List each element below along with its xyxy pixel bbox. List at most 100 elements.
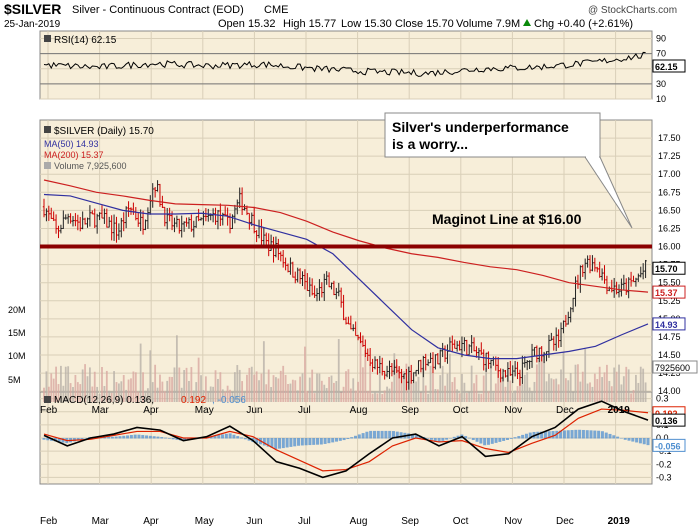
macd-histogram-bar xyxy=(319,438,323,445)
macd-histogram-bar xyxy=(297,438,301,446)
volume-bar xyxy=(374,391,376,402)
macd-legend: MACD(12,26,9) 0.136, xyxy=(54,395,154,406)
volume-bar xyxy=(345,371,347,402)
macd-histogram-bar xyxy=(399,432,403,439)
volume-bar xyxy=(185,367,188,402)
volume-bar xyxy=(84,364,86,402)
volume-bar xyxy=(526,372,529,402)
price-tick-label: 16.50 xyxy=(658,205,681,215)
low-value: Low 15.30 xyxy=(341,18,392,30)
month-label-price: May xyxy=(195,405,214,416)
month-label-price: 2019 xyxy=(608,405,631,416)
macd-histogram-bar xyxy=(323,438,327,444)
macd-histogram-bar xyxy=(361,433,365,439)
volume-bar xyxy=(465,393,468,402)
price-tick-label: 16.75 xyxy=(658,187,681,197)
grid-lines xyxy=(40,31,652,484)
volume-bar xyxy=(282,365,285,402)
volume-bar xyxy=(342,386,345,402)
volume-bar xyxy=(487,391,490,402)
macd-histogram-bar xyxy=(426,438,430,439)
volume-tag-box xyxy=(652,360,698,374)
volume-bar xyxy=(555,378,558,402)
volume-bar xyxy=(333,382,335,402)
volume-bar xyxy=(427,393,430,402)
volume-bar xyxy=(550,378,553,402)
volume-bar xyxy=(115,382,118,402)
volume-bar xyxy=(424,385,427,402)
volume-bar xyxy=(622,376,625,402)
macd-histogram-bar xyxy=(346,438,350,440)
volume-bar xyxy=(171,376,173,402)
volume-bar xyxy=(161,381,164,402)
volume-bar xyxy=(76,382,79,402)
volume-bar xyxy=(125,389,128,402)
month-label-macd: Aug xyxy=(350,516,368,527)
price-legend: $SILVER (Daily) 15.70 xyxy=(54,126,154,137)
macd-histogram-bar xyxy=(255,438,259,444)
volume-bar xyxy=(311,369,314,402)
month-label-macd: 2019 xyxy=(608,516,631,527)
volume-bar xyxy=(265,384,268,402)
volume-bar xyxy=(586,383,589,402)
macd-hist-tag-box xyxy=(652,438,686,452)
volume-bar xyxy=(69,383,72,402)
volume-bar xyxy=(79,384,82,402)
rsi-panel xyxy=(39,30,653,100)
volume-bar xyxy=(369,364,372,402)
volume-bar xyxy=(349,388,352,402)
volume-bar xyxy=(630,393,632,402)
volume-bar xyxy=(535,364,538,402)
macd-histogram-bar xyxy=(224,433,228,439)
volume-bar xyxy=(429,365,432,402)
symbol-title: $SILVER xyxy=(4,1,61,17)
volume-bar xyxy=(154,364,157,402)
volume-bar xyxy=(313,393,316,402)
macd-histogram-bar xyxy=(137,434,141,439)
volume-bar xyxy=(511,392,514,402)
volume-bar xyxy=(574,364,577,402)
macd-histogram-bar xyxy=(437,438,441,443)
volume-bars xyxy=(43,335,647,402)
volume-bar xyxy=(458,393,461,402)
volume-bar xyxy=(596,379,599,402)
volume-bar xyxy=(229,389,231,402)
volume-bar xyxy=(572,392,575,402)
month-label-price: Oct xyxy=(453,405,469,416)
macd-value-tag: 0.136 xyxy=(655,416,678,426)
macd-histogram-bar xyxy=(338,438,342,441)
volume-bar xyxy=(366,390,369,402)
volume-bar xyxy=(89,367,91,402)
volume-bar xyxy=(552,379,555,402)
volume-bar xyxy=(301,373,304,402)
volume-bar xyxy=(47,386,50,402)
macd-histogram-bar xyxy=(240,437,244,439)
ma50-line xyxy=(43,193,649,360)
macd-histogram-bar xyxy=(600,431,604,439)
volume-bar xyxy=(461,373,463,402)
macd-histogram-bar xyxy=(243,438,247,440)
volume-bar xyxy=(519,374,521,402)
volume-bar xyxy=(200,375,202,402)
volume-bar xyxy=(608,380,611,402)
macd-histogram-bar xyxy=(429,438,433,440)
price-legend-swatch xyxy=(44,126,51,133)
macd-histogram-bar xyxy=(42,438,46,440)
volume-bar xyxy=(499,377,502,402)
rsi-line xyxy=(43,51,646,77)
volume-bar xyxy=(492,392,495,402)
macd-histogram-bar xyxy=(327,438,331,444)
macd-histogram-bar xyxy=(619,437,623,439)
volume-bar xyxy=(516,386,519,402)
volume-bar xyxy=(482,375,485,402)
macd-histogram-bar xyxy=(148,435,152,439)
volume-bar xyxy=(233,372,236,402)
macd-histogram-bar xyxy=(335,438,339,442)
volume-bar xyxy=(545,381,548,402)
volume-bar xyxy=(354,390,357,402)
macd-histogram-bar xyxy=(84,438,88,439)
watermark: @ StockCharts.com xyxy=(588,5,677,16)
macd-tick-label: -0.3 xyxy=(656,472,672,482)
macd-histogram-bar xyxy=(129,435,133,439)
volume-bar xyxy=(548,373,550,402)
